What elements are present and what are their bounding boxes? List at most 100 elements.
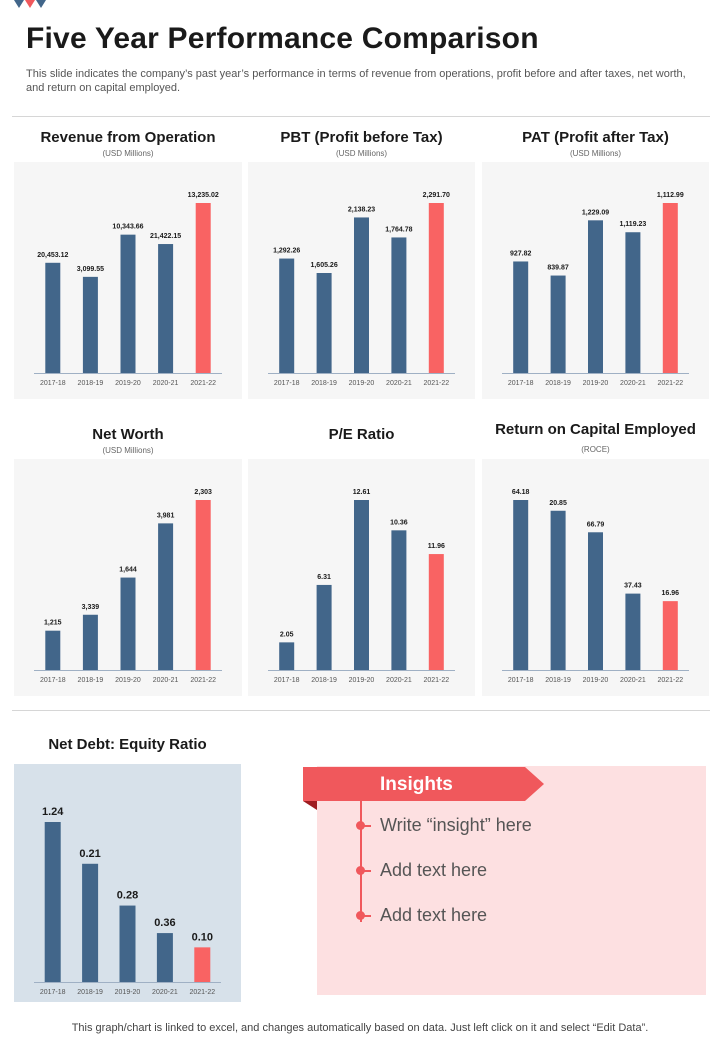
tick-label: 2019-20 bbox=[115, 677, 141, 684]
bar bbox=[82, 276, 98, 373]
bar bbox=[279, 642, 295, 670]
chart-unit: (USD Millions) bbox=[335, 149, 388, 158]
tick-label: 2020-21 bbox=[153, 677, 179, 684]
bullet-dot-icon bbox=[356, 821, 365, 830]
bar bbox=[550, 510, 566, 670]
data-label: 3,099.55 bbox=[77, 266, 104, 273]
tick-label: 2021-22 bbox=[190, 380, 216, 387]
tick-label: 2019-20 bbox=[349, 677, 375, 684]
bar-chart-svg: 64.18 2017-18 20.85 2018-19 66.79 2019-20 37.4… bbox=[502, 489, 689, 684]
bar bbox=[279, 258, 295, 373]
page-title: Five Year Performance Comparison bbox=[26, 22, 539, 55]
bar-chart-svg: 1,215 2017-18 3,339 2018-19 1,644 2019-20 3,98… bbox=[34, 489, 222, 684]
bar bbox=[550, 275, 566, 373]
insight-item[interactable]: Add text here bbox=[380, 905, 488, 925]
tick-label: 2020-21 bbox=[153, 380, 179, 387]
ribbon-fold bbox=[303, 801, 317, 810]
bullet-connector bbox=[361, 915, 371, 917]
tick-label: 2017-18 bbox=[40, 677, 66, 684]
data-label: 1,229.09 bbox=[582, 209, 609, 216]
bar bbox=[44, 822, 61, 982]
chart-pe-ratio[interactable]: 2.05 2017-18 6.31 2018-19 12.61 2019-20 10.36 2… bbox=[248, 459, 475, 696]
insight-item[interactable]: Write “insight” here bbox=[380, 815, 532, 835]
bar bbox=[120, 577, 136, 670]
bar bbox=[391, 237, 407, 373]
tick-label: 2018-19 bbox=[545, 677, 571, 684]
tick-label: 2019-20 bbox=[115, 989, 141, 996]
tick-label: 2018-19 bbox=[77, 989, 103, 996]
insight-item[interactable]: Add text here bbox=[380, 860, 488, 880]
data-label: 839.87 bbox=[547, 265, 569, 272]
tick-label: 2021-22 bbox=[657, 677, 683, 684]
bar bbox=[513, 261, 529, 373]
page-subtitle: This slide indicates the company’s past … bbox=[26, 68, 686, 94]
bar bbox=[82, 614, 98, 670]
chart-title: Return on Capital Employed bbox=[495, 421, 696, 438]
data-label: 37.43 bbox=[624, 583, 642, 590]
bullet-connector bbox=[361, 870, 371, 872]
chart-title: Net Worth bbox=[92, 426, 164, 443]
data-label: 64.18 bbox=[512, 489, 530, 496]
data-label: 11.96 bbox=[428, 543, 445, 550]
chart-title: P/E Ratio bbox=[328, 426, 395, 443]
bar-chart-svg: 2.05 2017-18 6.31 2018-19 12.61 2019-20 10.36 2… bbox=[268, 489, 455, 684]
bar-chart-svg: 1.24 2017-18 0.21 2018-19 0.28 2019-20 0.36 202… bbox=[34, 806, 221, 996]
data-label: 1,119.23 bbox=[619, 221, 646, 228]
data-label: 12.61 bbox=[353, 489, 371, 496]
bar bbox=[158, 523, 174, 670]
tick-label: 2017-18 bbox=[508, 677, 534, 684]
chart-unit: (USD Millions) bbox=[102, 149, 154, 158]
bar bbox=[120, 234, 136, 373]
tick-label: 2020-21 bbox=[386, 380, 412, 387]
tick-label: 2020-21 bbox=[152, 989, 178, 996]
tick-label: 2018-19 bbox=[311, 677, 337, 684]
bar bbox=[316, 273, 332, 373]
data-label: 2,291.70 bbox=[423, 192, 450, 199]
tick-label: 2017-18 bbox=[40, 380, 66, 387]
tick-label: 2017-18 bbox=[274, 380, 300, 387]
data-label: 6.31 bbox=[317, 574, 331, 581]
insights-ribbon bbox=[303, 767, 544, 801]
bar bbox=[158, 244, 174, 373]
data-label: 66.79 bbox=[587, 521, 605, 528]
data-label: 1,764.78 bbox=[385, 226, 412, 233]
data-label: 3,981 bbox=[157, 512, 175, 519]
bar bbox=[625, 232, 641, 373]
bar bbox=[662, 203, 678, 373]
tick-label: 2020-21 bbox=[620, 380, 646, 387]
chart-revenue-from-operation[interactable]: 20,453.12 2017-18 3,099.55 2018-19 10,343.66… bbox=[14, 162, 242, 399]
tick-label: 2021-22 bbox=[657, 380, 683, 387]
data-label: 1.24 bbox=[42, 806, 64, 818]
data-label: 10.36 bbox=[390, 519, 408, 526]
data-label: 20.85 bbox=[549, 500, 567, 507]
tick-label: 2018-19 bbox=[78, 677, 104, 684]
tick-label: 2021-22 bbox=[189, 989, 215, 996]
tick-label: 2017-18 bbox=[274, 677, 300, 684]
bar bbox=[625, 593, 641, 670]
tick-label: 2019-20 bbox=[115, 380, 141, 387]
tick-label: 2018-19 bbox=[78, 380, 104, 387]
bar bbox=[428, 203, 444, 373]
chart-title: PAT (Profit after Tax) bbox=[522, 129, 669, 146]
bullet-dot-icon bbox=[356, 911, 365, 920]
data-label: 927.82 bbox=[510, 250, 532, 257]
tick-label: 2019-20 bbox=[583, 677, 609, 684]
data-label: 2,138.23 bbox=[348, 206, 375, 213]
data-label: 13,235.02 bbox=[188, 192, 219, 199]
bar bbox=[588, 220, 603, 373]
chart-pbt[interactable]: 1,292.26 2017-18 1,605.26 2018-19 2,138.23 20… bbox=[248, 162, 475, 399]
data-label: 21,422.15 bbox=[150, 233, 181, 240]
data-label: 1,112.99 bbox=[657, 192, 684, 199]
bar bbox=[662, 601, 678, 670]
chart-net-debt-equity[interactable]: 1.24 2017-18 0.21 2018-19 0.28 2019-20 0.36 202… bbox=[14, 764, 241, 1002]
chart-pat[interactable]: 927.82 2017-18 839.87 2018-19 1,229.09 2019-2… bbox=[482, 162, 709, 399]
data-label: 0.10 bbox=[192, 931, 213, 943]
bar bbox=[391, 530, 407, 670]
tick-label: 2020-21 bbox=[620, 677, 646, 684]
chart-title: Net Debt: Equity Ratio bbox=[48, 736, 207, 753]
tick-label: 2018-19 bbox=[311, 380, 337, 387]
bar-chart-svg: 927.82 2017-18 839.87 2018-19 1,229.09 2019-2… bbox=[502, 192, 689, 387]
chart-roce[interactable]: 64.18 2017-18 20.85 2018-19 66.79 2019-20 37.4… bbox=[482, 459, 709, 696]
data-label: 1,215 bbox=[44, 620, 62, 627]
chart-net-worth[interactable]: 1,215 2017-18 3,339 2018-19 1,644 2019-20 3,98… bbox=[14, 459, 242, 696]
